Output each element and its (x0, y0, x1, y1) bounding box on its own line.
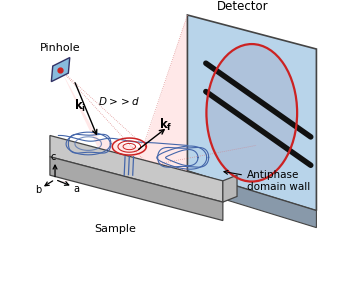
Ellipse shape (206, 44, 297, 182)
Polygon shape (50, 157, 223, 220)
Polygon shape (187, 171, 316, 228)
Polygon shape (223, 175, 237, 202)
Polygon shape (61, 15, 187, 171)
Text: $\mathbf{k}_{\mathbf{i}}$: $\mathbf{k}_{\mathbf{i}}$ (75, 98, 87, 114)
Polygon shape (51, 57, 70, 81)
Text: Antiphase
domain wall: Antiphase domain wall (247, 170, 310, 192)
Text: b: b (35, 185, 41, 195)
Text: $\mathbf{k}_{\mathbf{f}}$: $\mathbf{k}_{\mathbf{f}}$ (159, 117, 173, 133)
Polygon shape (50, 135, 223, 202)
Polygon shape (187, 15, 316, 211)
Text: Pinhole: Pinhole (40, 43, 81, 52)
Text: a: a (74, 184, 80, 193)
Text: Detector: Detector (217, 0, 268, 13)
Text: Sample: Sample (94, 224, 136, 234)
Text: c: c (50, 152, 55, 162)
Text: $D>>d$: $D>>d$ (98, 95, 141, 108)
